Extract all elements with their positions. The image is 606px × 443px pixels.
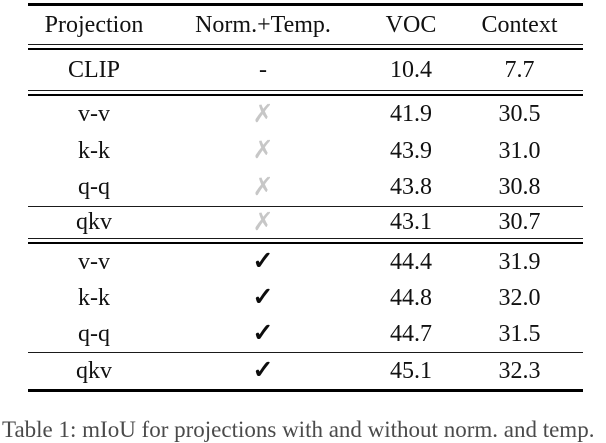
table-row: k-k ✓ 44.8 32.0 bbox=[28, 280, 583, 316]
group-separator-thick-rule bbox=[28, 241, 583, 244]
projection-cell: CLIP bbox=[67, 57, 120, 83]
projection-cell: q-q bbox=[78, 320, 110, 347]
clip-separator-thick-rule bbox=[28, 94, 583, 96]
voc-cell: 43.9 bbox=[390, 137, 432, 164]
voc-cell: 10.4 bbox=[390, 57, 432, 83]
table-row: CLIP - 10.4 7.7 bbox=[28, 50, 583, 90]
cross-icon: ✗ bbox=[252, 100, 274, 128]
context-cell: 31.5 bbox=[498, 320, 541, 347]
context-cell: 32.0 bbox=[498, 284, 541, 311]
projection-cell: k-k bbox=[78, 284, 110, 311]
context-cell: 30.5 bbox=[498, 101, 541, 128]
cross-icon: ✗ bbox=[252, 208, 274, 236]
table-row: v-v ✗ 41.9 30.5 bbox=[28, 96, 583, 133]
voc-cell: 43.1 bbox=[390, 209, 432, 235]
check-icon: ✓ bbox=[252, 357, 274, 384]
header-separator-thin-rule bbox=[28, 44, 583, 45]
table-row: k-k ✗ 43.9 31.0 bbox=[28, 133, 583, 170]
column-header-projection: Projection bbox=[44, 12, 144, 38]
projection-cell: q-q bbox=[78, 174, 110, 201]
voc-cell: 44.4 bbox=[390, 248, 432, 275]
table-header-row: Projection Norm.+Temp. VOC Context bbox=[28, 6, 583, 44]
column-header-voc: VOC bbox=[385, 12, 437, 38]
context-cell: 31.9 bbox=[498, 248, 541, 275]
voc-cell: 41.9 bbox=[390, 101, 432, 128]
table-row: qkv ✗ 43.1 30.7 bbox=[28, 207, 583, 238]
column-header-norm-temp: Norm.+Temp. bbox=[195, 12, 331, 38]
context-cell: 30.8 bbox=[498, 174, 541, 201]
check-icon: ✓ bbox=[252, 320, 274, 347]
voc-cell: 45.1 bbox=[390, 357, 432, 384]
cross-icon: ✗ bbox=[252, 137, 274, 165]
column-header-context: Context bbox=[481, 12, 558, 38]
context-cell: 7.7 bbox=[504, 57, 535, 83]
context-cell: 30.7 bbox=[498, 209, 541, 235]
table-row: v-v ✓ 44.4 31.9 bbox=[28, 244, 583, 280]
table-row: q-q ✗ 43.8 30.8 bbox=[28, 169, 583, 206]
projection-cell: qkv bbox=[76, 357, 112, 384]
context-cell: 32.3 bbox=[498, 357, 541, 384]
group-separator-thin-rule bbox=[28, 237, 583, 239]
table-top-rule bbox=[28, 3, 583, 6]
projection-cell: qkv bbox=[76, 209, 112, 235]
voc-cell: 44.8 bbox=[390, 284, 432, 311]
projection-cell: v-v bbox=[78, 101, 110, 128]
qkv-group2-top-rule bbox=[28, 351, 583, 353]
header-separator-thick-rule bbox=[28, 48, 583, 50]
context-cell: 31.0 bbox=[498, 137, 541, 164]
table-row: q-q ✓ 44.7 31.5 bbox=[28, 316, 583, 352]
results-table: Projection Norm.+Temp. VOC Context CLIP … bbox=[28, 0, 583, 392]
projection-cell: k-k bbox=[78, 137, 110, 164]
check-icon: ✓ bbox=[252, 248, 274, 275]
voc-cell: 43.8 bbox=[390, 174, 432, 201]
table-bottom-rule bbox=[28, 388, 583, 392]
clip-separator-thin-rule bbox=[28, 90, 583, 91]
qkv-group1-top-rule bbox=[28, 205, 583, 207]
check-icon: ✓ bbox=[252, 284, 274, 311]
dash-mark: - bbox=[259, 57, 267, 83]
voc-cell: 44.7 bbox=[390, 320, 432, 347]
caption-fragment: Table 1: mIoU for projections with and w… bbox=[2, 417, 595, 442]
projection-cell: v-v bbox=[78, 248, 110, 275]
cross-icon: ✗ bbox=[252, 173, 274, 201]
table-row: qkv ✓ 45.1 32.3 bbox=[28, 353, 583, 389]
